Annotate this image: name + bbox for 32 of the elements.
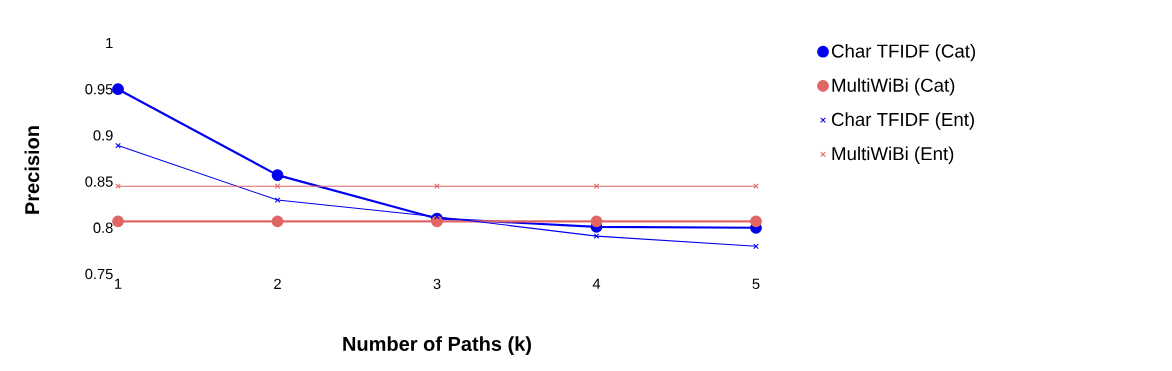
point [115, 183, 121, 190]
x-tick-label: 2 [274, 278, 281, 289]
legend-label: Char TFIDF (Cat) [831, 43, 976, 62]
point [753, 183, 759, 190]
point [750, 215, 762, 228]
point [271, 215, 284, 228]
point [112, 83, 124, 96]
point [274, 197, 281, 203]
point [593, 233, 600, 239]
point [115, 142, 121, 149]
point [434, 183, 440, 190]
x-tick-label: 1 [115, 278, 122, 289]
y-tick-label: 0.8 [93, 222, 113, 233]
legend-label: MultiWiBi (Ent) [832, 146, 954, 164]
point [590, 215, 603, 228]
y-tick-label: 0.85 [85, 176, 113, 187]
y-tick-label: 0.75 [85, 268, 113, 280]
x-tick-label: 5 [752, 278, 760, 289]
point [593, 183, 600, 190]
y-axis-title: Precision [24, 126, 40, 214]
point [271, 169, 284, 181]
y-tick-label: 1 [106, 37, 113, 49]
y-tick-label: 0.9 [93, 130, 113, 141]
x-tick-label: 4 [592, 278, 601, 289]
legend-label: MultiWiBi (Cat) [832, 78, 955, 96]
point [112, 215, 124, 228]
y-tick-label: 0.95 [85, 84, 113, 95]
point [274, 183, 281, 190]
x-axis-title: Number of Paths (k) [343, 336, 531, 355]
x-tick-label: 3 [433, 278, 441, 290]
legend-label: Char TFIDF (Ent) [831, 112, 974, 130]
point [753, 243, 759, 250]
